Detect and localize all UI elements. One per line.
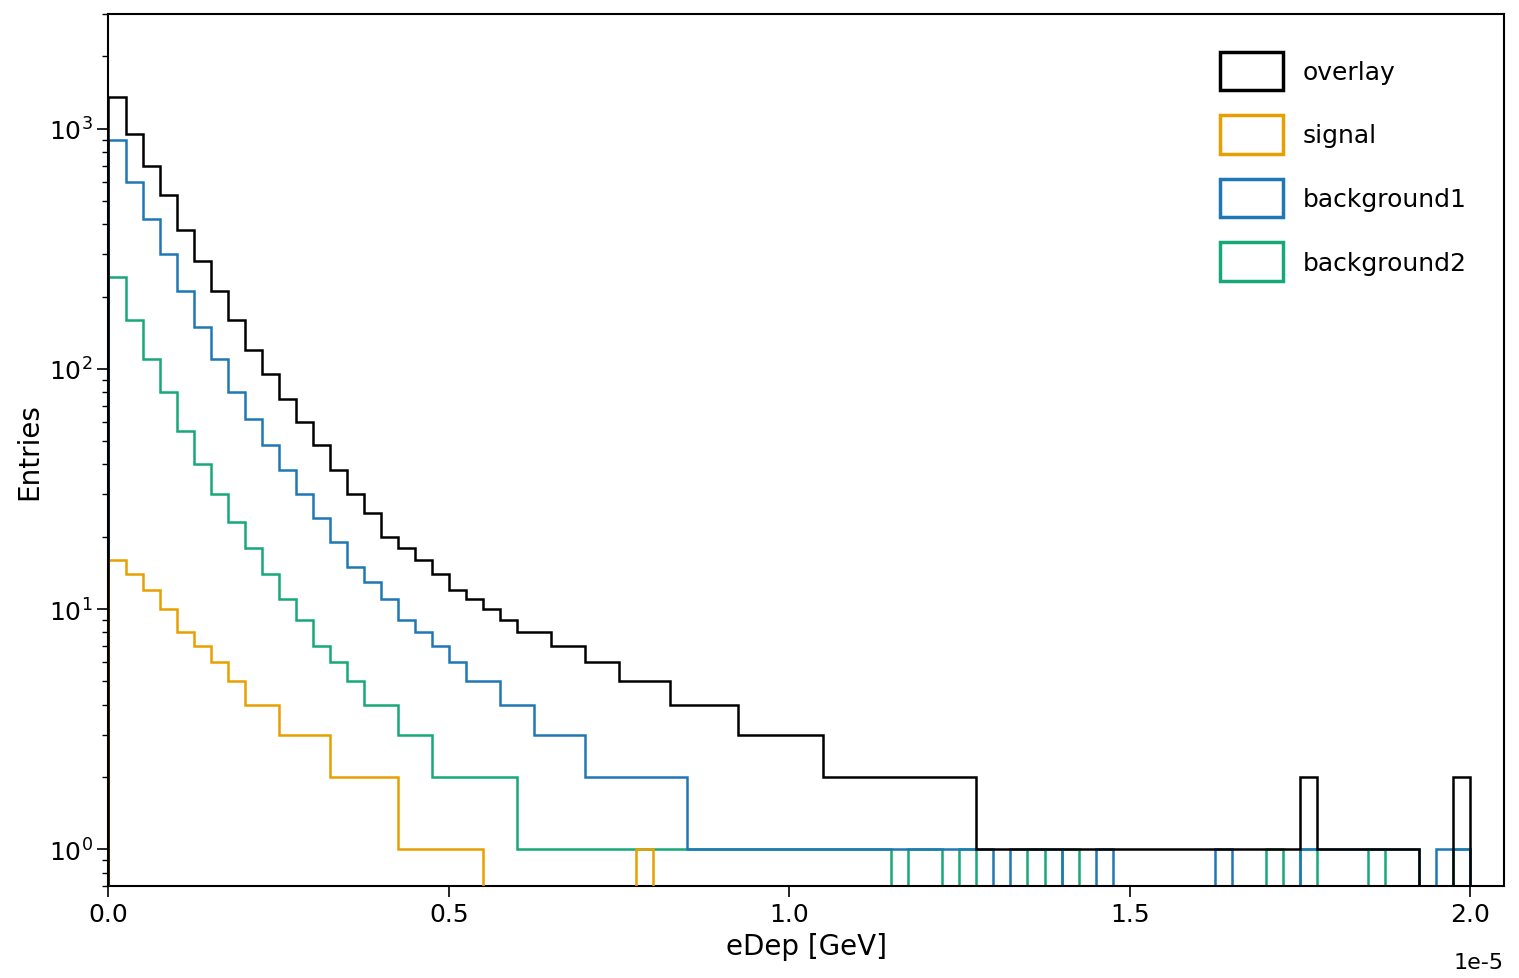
Legend: overlay, signal, background1, background2: overlay, signal, background1, background…	[1195, 27, 1492, 307]
X-axis label: eDep [GeV]: eDep [GeV]	[726, 932, 887, 960]
Y-axis label: Entries: Entries	[15, 402, 43, 499]
Text: 1e-5: 1e-5	[1454, 952, 1504, 972]
